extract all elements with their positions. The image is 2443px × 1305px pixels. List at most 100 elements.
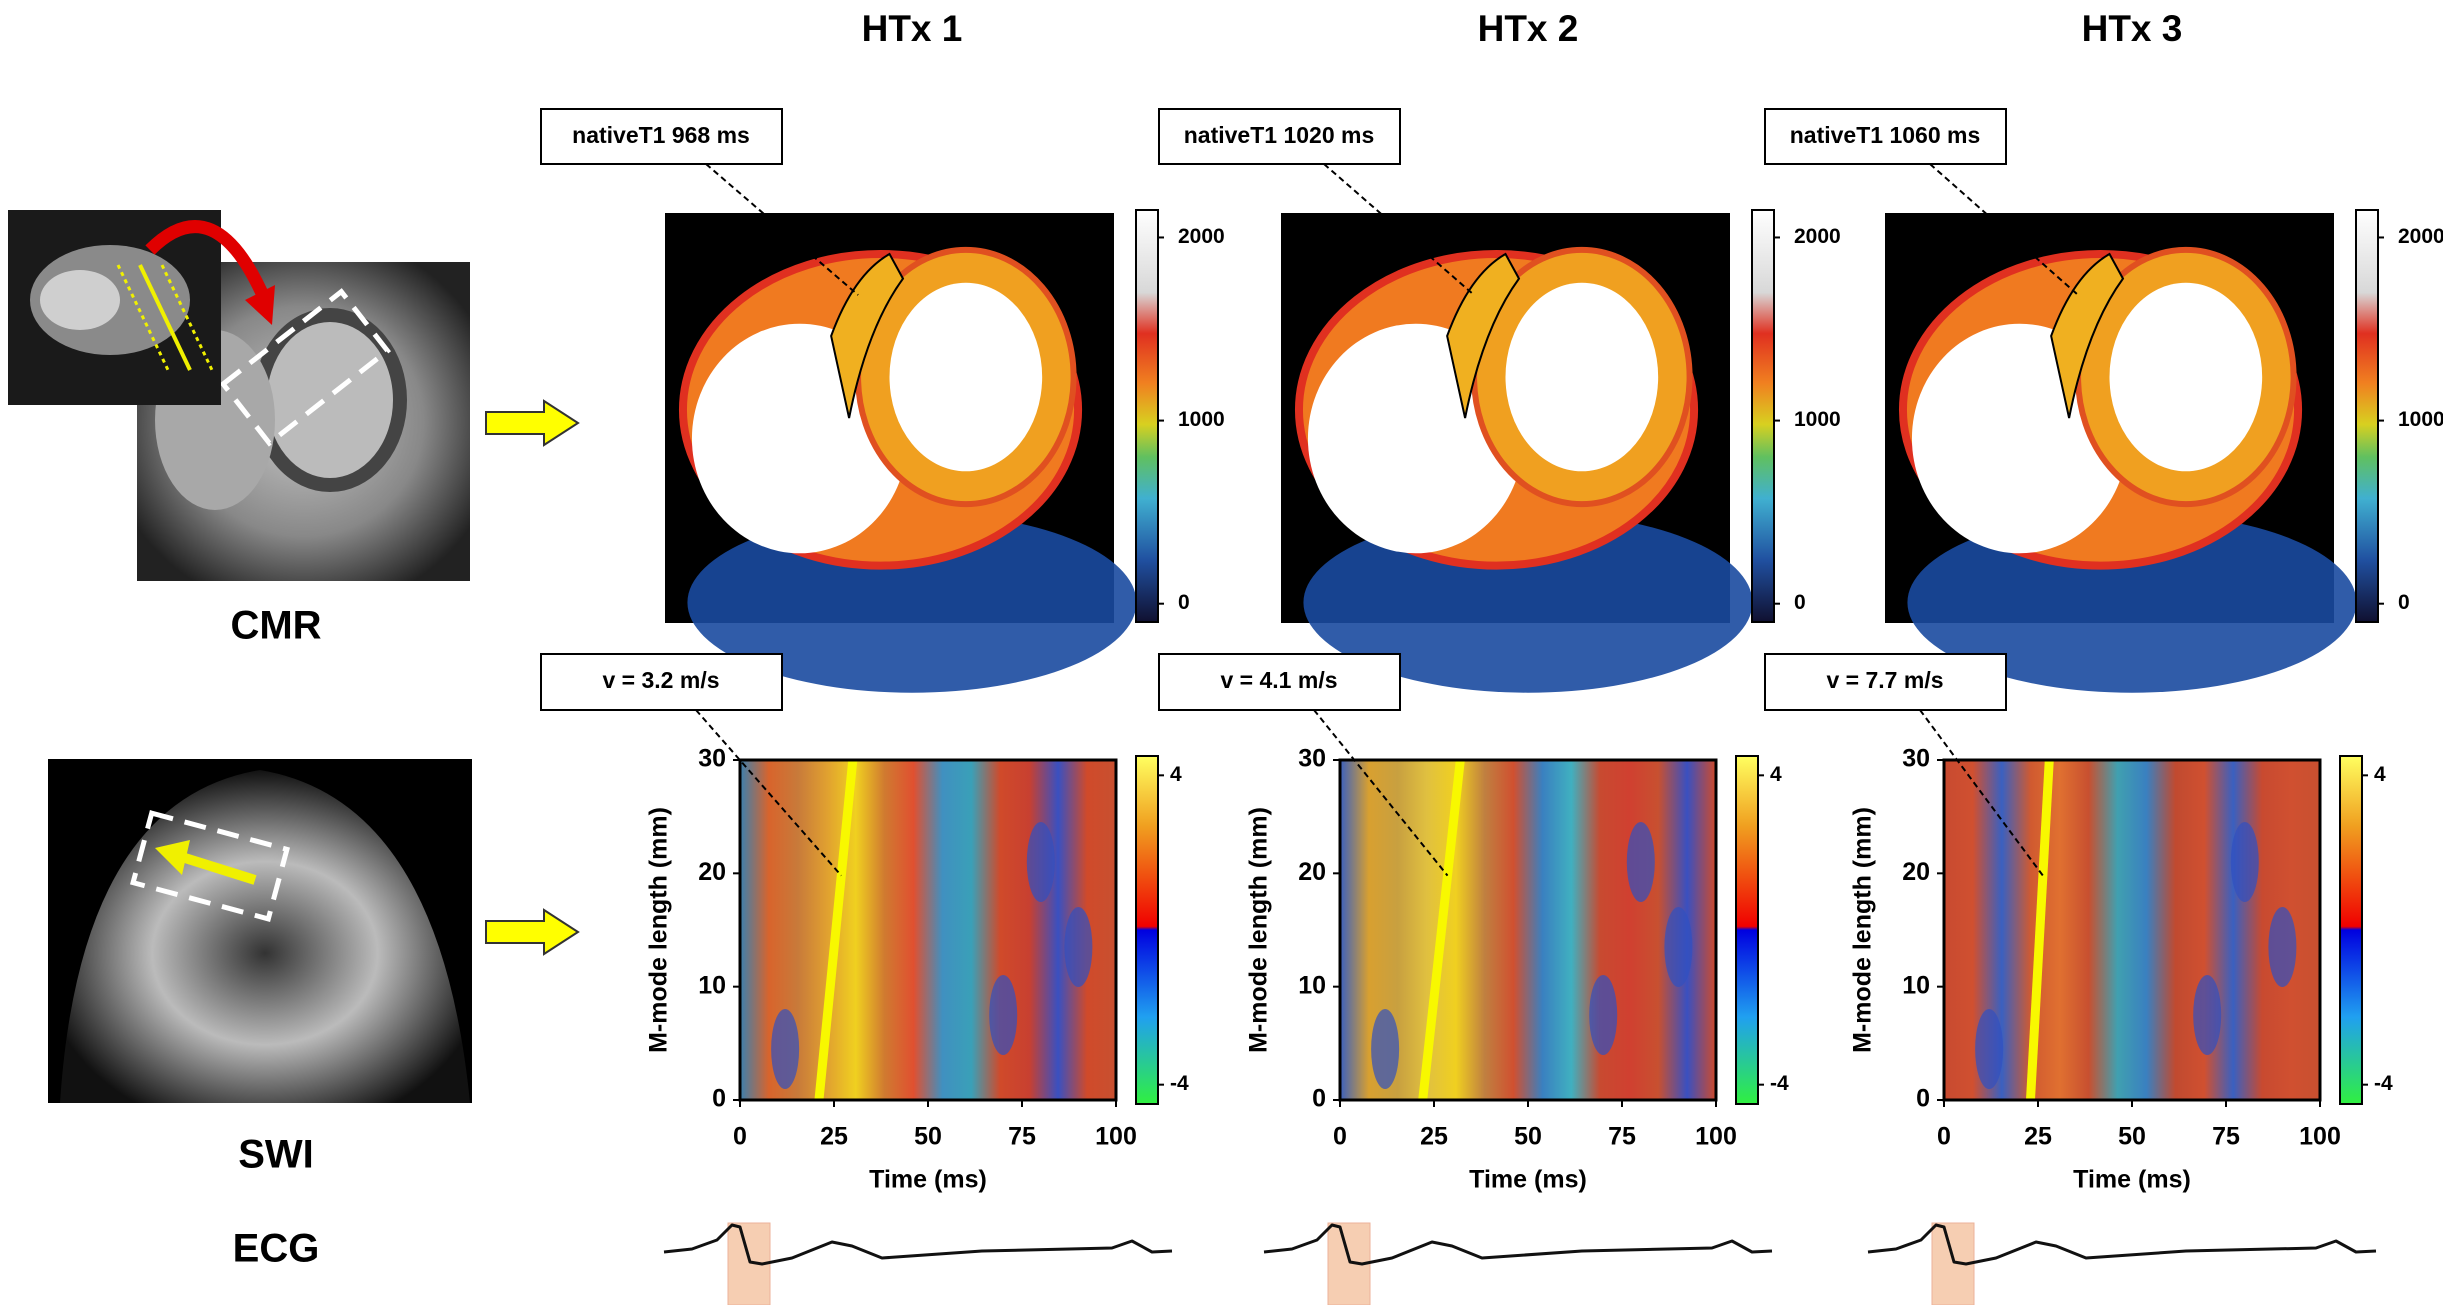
- y-tick-label: 30: [698, 745, 726, 773]
- velocity-line: [1418, 759, 1465, 1101]
- y-tick-label: 10: [1298, 971, 1326, 999]
- annotation-box: [1764, 108, 2007, 165]
- t1-colorbar-label: 2000: [1794, 225, 1841, 248]
- t1-map-tissue: [1303, 512, 1753, 693]
- y-axis-label: M-mode length (mm): [1849, 807, 1877, 1053]
- y-axis-label: M-mode length (mm): [1245, 807, 1273, 1053]
- t1-colorbar: [2355, 209, 2379, 623]
- t1-annotation: nativeT1 1060 ms: [1790, 122, 1981, 148]
- y-axis-label: M-mode length (mm): [645, 807, 673, 1053]
- velocity-annotation: v = 3.2 m/s: [603, 667, 720, 693]
- x-tick-label: 0: [733, 1123, 747, 1151]
- mmode-map: [1944, 760, 2320, 1100]
- velocity-line: [814, 759, 858, 1101]
- y-tick-label: 0: [1916, 1085, 1930, 1113]
- x-tick-label: 25: [2024, 1123, 2052, 1151]
- cmr-slice-line: [116, 264, 170, 371]
- x-tick-label: 100: [1095, 1123, 1137, 1151]
- x-tick-label: 75: [1608, 1123, 1636, 1151]
- annotation-box: [540, 108, 783, 165]
- x-tick-label: 100: [2299, 1123, 2341, 1151]
- t1-annotation: nativeT1 1020 ms: [1184, 122, 1375, 148]
- mmode-colorbar-label: -4: [1170, 1072, 1189, 1095]
- x-tick-label: 75: [2212, 1123, 2240, 1151]
- t1-map-lv-cavity: [1505, 282, 1659, 472]
- mmode-colorbar: [2339, 755, 2363, 1105]
- t1-colorbar: [1135, 209, 1159, 623]
- t1-colorbar: [1751, 209, 1775, 623]
- annotation-box: [540, 653, 783, 711]
- ecg-trace: [663, 1223, 1173, 1266]
- t1-colorbar-label: 0: [2398, 591, 2410, 614]
- x-tick-label: 0: [1937, 1123, 1951, 1151]
- x-tick-label: 0: [1333, 1123, 1347, 1151]
- annotation-leader: [1313, 709, 1449, 877]
- velocity-annotation: v = 4.1 m/s: [1221, 667, 1338, 693]
- t1-colorbar-label: 1000: [2398, 408, 2443, 431]
- mmode-map: [740, 760, 1116, 1100]
- x-tick-label: 50: [2118, 1123, 2146, 1151]
- y-tick-label: 30: [1902, 745, 1930, 773]
- annotation-leader: [1323, 163, 1475, 296]
- mmode-patch: [1975, 1009, 2004, 1089]
- t1-colorbar-label: 0: [1794, 591, 1806, 614]
- t1-colorbar-label: 1000: [1794, 408, 1841, 431]
- cmr-curved-arrow: [145, 220, 271, 303]
- t1-colorbar-label: 2000: [1178, 225, 1225, 248]
- mmode-colorbar-label: 4: [1770, 763, 1782, 786]
- cmr-curved-arrow-head: [245, 285, 275, 325]
- x-axis-label: Time (ms): [869, 1166, 987, 1194]
- mmode-patch: [989, 975, 1018, 1055]
- t1-map-roi: [1446, 252, 1521, 419]
- y-tick-label: 10: [1902, 971, 1930, 999]
- x-axis-label: Time (ms): [1469, 1166, 1587, 1194]
- mmode-patch: [1589, 975, 1618, 1055]
- x-tick-label: 25: [820, 1123, 848, 1151]
- x-tick-label: 75: [1008, 1123, 1036, 1151]
- cmr-slice-line: [138, 264, 192, 371]
- annotation-leader: [695, 709, 843, 877]
- cmr-cine-heart: [40, 270, 120, 330]
- ecg-trace: [1867, 1223, 2377, 1266]
- column-title: HTx 2: [1478, 8, 1579, 49]
- velocity-line: [2025, 759, 2054, 1101]
- x-axis-label: Time (ms): [2073, 1166, 2191, 1194]
- t1-annotation: nativeT1 968 ms: [572, 122, 750, 148]
- mmode-patch: [2268, 907, 2297, 987]
- t1-map-roi: [830, 252, 905, 419]
- t1-map-tissue: [687, 512, 1137, 693]
- mmode-patch: [1371, 1009, 1400, 1089]
- row-label: SWI: [238, 1133, 314, 1177]
- t1-map-roi: [2050, 252, 2125, 419]
- annotation-box: [1158, 653, 1401, 711]
- t1-colorbar-label: 0: [1178, 591, 1190, 614]
- x-tick-label: 50: [1514, 1123, 1542, 1151]
- mmode-patch: [1026, 822, 1055, 902]
- yellow-arrow: [485, 908, 580, 956]
- x-tick-label: 25: [1420, 1123, 1448, 1151]
- echo-velocity-arrow: [183, 853, 257, 885]
- y-tick-label: 0: [712, 1085, 726, 1113]
- mmode-colorbar-label: -4: [1770, 1072, 1789, 1095]
- mmode-patch: [2230, 822, 2259, 902]
- x-tick-label: 100: [1695, 1123, 1737, 1151]
- y-tick-label: 20: [1298, 858, 1326, 886]
- annotation-leader: [1929, 163, 2079, 296]
- ecg-trace: [1263, 1223, 1773, 1266]
- annotation-leader: [1919, 709, 2044, 877]
- mmode-colorbar: [1135, 755, 1159, 1105]
- t1-colorbar-label: 1000: [1178, 408, 1225, 431]
- y-tick-label: 30: [1298, 745, 1326, 773]
- y-tick-label: 10: [698, 971, 726, 999]
- column-title: HTx 1: [862, 8, 963, 49]
- yellow-arrow: [485, 399, 580, 447]
- annotation-leader: [705, 163, 859, 296]
- t1-colorbar-label: 2000: [2398, 225, 2443, 248]
- cmr-roi-box: [219, 288, 392, 447]
- column-title: HTx 3: [2082, 8, 2183, 49]
- mmode-patch: [1626, 822, 1655, 902]
- echo-roi-box: [130, 810, 290, 922]
- x-tick-label: 50: [914, 1123, 942, 1151]
- annotation-box: [1764, 653, 2007, 711]
